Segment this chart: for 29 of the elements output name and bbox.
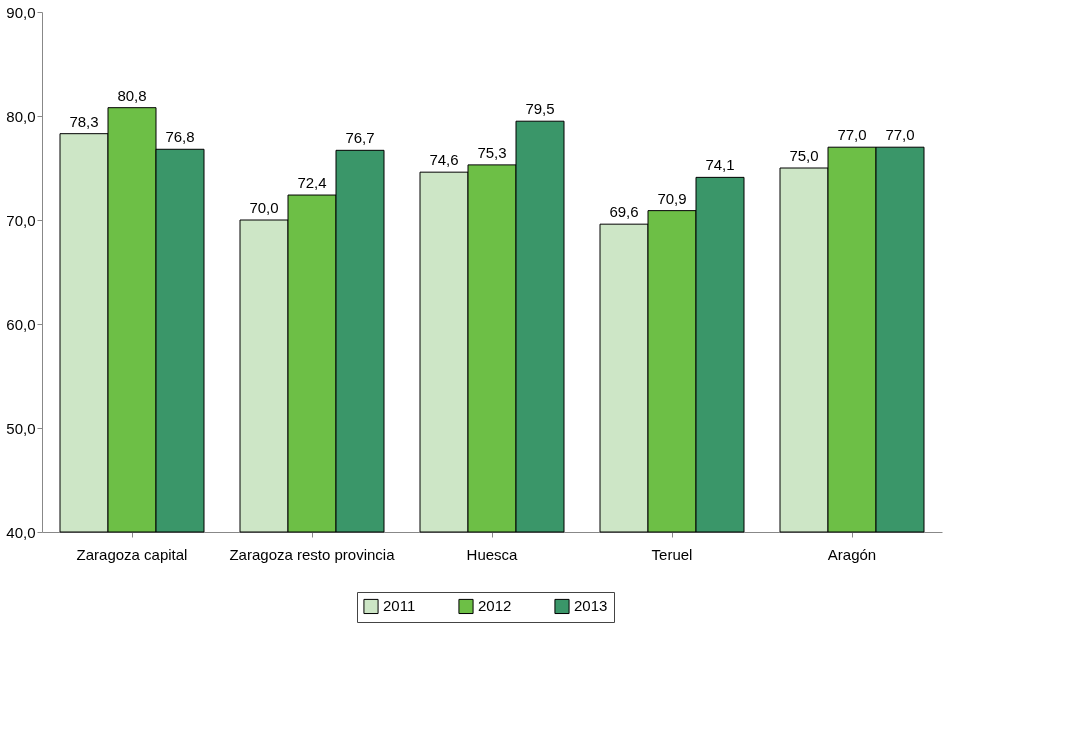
- data-label: 77,0: [837, 126, 867, 144]
- x-tick-label: Aragón: [827, 545, 877, 563]
- legend-label: 2012: [478, 597, 512, 615]
- data-label: 70,9: [657, 189, 687, 207]
- y-tick-label: 70,0: [6, 211, 36, 229]
- y-tick-label: 90,0: [6, 3, 36, 21]
- y-tick-label: 40,0: [6, 523, 36, 541]
- data-label: 74,6: [429, 151, 459, 169]
- x-tick-label: Teruel: [651, 545, 693, 563]
- data-label: 70,0: [249, 199, 279, 216]
- data-label: 75,3: [477, 143, 507, 161]
- y-tick-label: 60,0: [6, 315, 36, 333]
- data-label: 79,5: [525, 100, 555, 118]
- y-tick-label: 80,0: [6, 107, 36, 125]
- x-tick-label: Zaragoza resto provincia: [229, 545, 396, 563]
- data-label: 80,8: [117, 86, 147, 104]
- data-label: 76,8: [165, 128, 195, 146]
- legend-label: 2011: [383, 597, 416, 615]
- data-label: 72,4: [297, 174, 327, 192]
- y-tick-label: 50,0: [6, 419, 36, 437]
- x-tick-label: Zaragoza capital: [76, 545, 188, 563]
- data-label: 78,3: [69, 112, 99, 130]
- data-label: 76,7: [345, 129, 375, 147]
- data-label: 77,0: [885, 126, 915, 144]
- data-label: 74,1: [705, 156, 735, 174]
- data-label: 69,6: [609, 203, 639, 221]
- data-label: 75,0: [789, 147, 819, 164]
- legend-label: 2013: [574, 597, 608, 615]
- x-tick-label: Huesca: [466, 545, 519, 563]
